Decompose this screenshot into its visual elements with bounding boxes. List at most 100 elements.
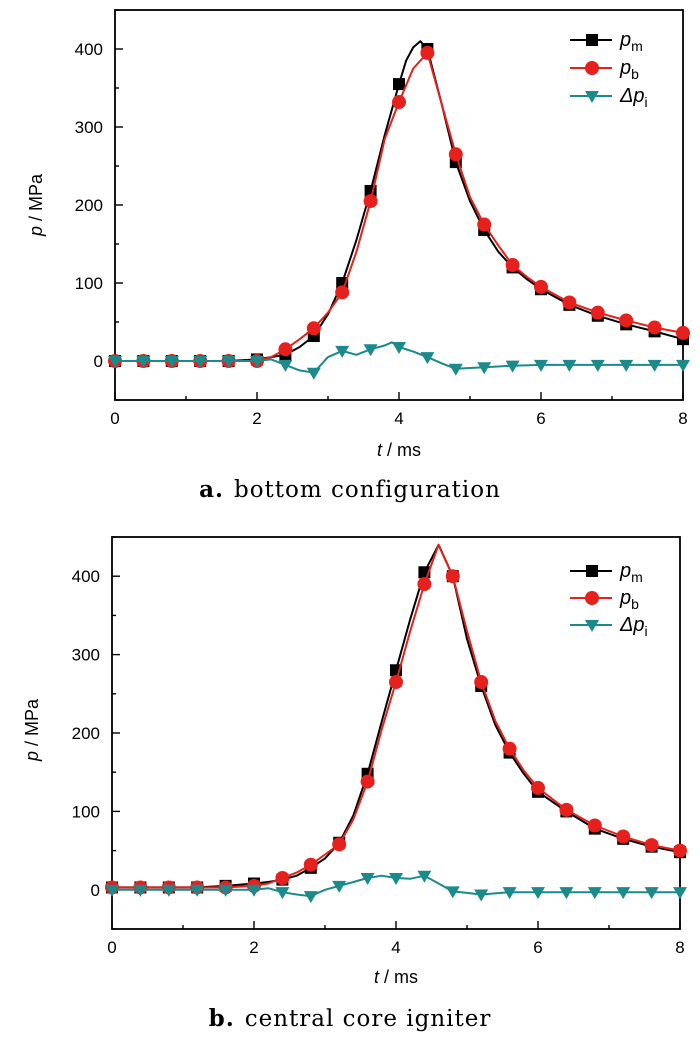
marker-circle-b [587,818,602,833]
panel-b: 0 2 4 6 8 0 100 200 300 400 p / MPa t / ms pm pb … [22,536,687,1032]
series-group-b [105,543,687,904]
marker-circle-a [363,194,378,209]
ylabel-b: p / MPa [22,698,42,762]
marker-triangle-b [616,887,631,900]
marker-circle-b [502,741,517,756]
marker-circle-a [420,45,435,60]
legend-sub-a-dpi: i [645,94,648,110]
svg-text:Δpi: Δpi [619,85,648,110]
marker-triangle-b [218,884,233,897]
legend-item-a-pb: pb [570,57,639,82]
marker-circle-a [619,313,634,328]
series-a-dpi [108,341,690,380]
series-line-a-dpi [115,341,683,374]
axes-a: 0 2 4 6 8 0 100 200 300 400 [75,9,688,428]
legend-item-a-pm: pm [570,29,643,54]
marker-triangle-b [190,884,205,897]
marker-circle-b [445,569,460,584]
caption-b: b. central core igniter [209,1005,492,1032]
x-tick-label-b: 2 [249,938,258,957]
marker-circle-a [306,321,321,336]
marker-triangle-b [389,873,403,886]
xlabel-b: t / ms [374,967,418,987]
marker-triangle-a [534,359,548,372]
marker-triangle-b [332,880,347,893]
marker-triangle-a [221,356,236,368]
x-tick-label-a: 2 [252,409,261,428]
marker-triangle-b [303,891,318,904]
marker-triangle-a [335,345,350,358]
x-tick-label-a: 0 [110,409,119,428]
series-line-b-dpi [112,874,680,898]
marker-circle-a [477,217,492,232]
marker-triangle-b [445,886,460,899]
svg-text:pb: pb [619,57,639,82]
x-tick-label-b: 6 [533,938,542,957]
marker-circle-a [534,279,548,294]
xlabel-var-b: t [374,967,380,987]
marker-circle-a [392,95,406,110]
x-tick-label-a: 8 [678,409,687,428]
x-tick-label-b: 0 [107,938,116,957]
marker-triangle-a [647,359,662,372]
marker-triangle-b [417,870,432,883]
plot-area-a [114,9,684,401]
marker-circle-b [616,829,631,844]
marker-circle-b [275,871,290,886]
caption-letter-b: b. [209,1005,235,1032]
legend-label-b-pb: p [619,587,631,609]
marker-triangle-a [278,359,293,372]
marker-circle-b [417,577,432,592]
y-tick-label-b: 200 [72,724,100,743]
marker-triangle-b [587,887,602,900]
marker-triangle-a [448,363,463,376]
x-tick-label-a: 6 [536,409,545,428]
marker-triangle-b [531,887,545,900]
y-tick-label-b: 400 [72,567,100,586]
caption-text-a: bottom configuration [234,477,501,503]
legend-label-b-dpi: Δp [619,614,645,636]
marker-triangle-a [363,344,378,357]
marker-triangle-a [619,359,634,372]
legend-a: pm pb Δpi [570,29,648,110]
marker-circle-b [644,838,659,853]
marker-circle-b [673,843,687,858]
ylabel-a: p / MPa [26,173,46,237]
y-tick-label-a: 0 [94,352,103,371]
y-tick-label-a: 200 [75,196,103,215]
x-tick-label-b: 4 [391,938,400,957]
marker-triangle-a [250,356,264,368]
caption-letter-a: a. [199,476,224,503]
series-b-dpi [105,870,687,904]
series-group-a [108,40,690,380]
axes-b: 0 2 4 6 8 0 100 200 300 400 [72,536,685,957]
svg-text:pm: pm [619,560,643,585]
marker-triangle-a [562,359,577,372]
svg-text:Δpi: Δpi [619,614,648,639]
marker-circle-b [474,675,489,690]
legend-label-a-dpi: Δp [619,85,645,107]
marker-triangle-b [474,889,489,902]
marker-triangle-a [505,360,520,373]
marker-triangle-a [420,352,435,365]
caption-a: a. bottom configuration [199,476,501,503]
marker-triangle-b [161,884,176,897]
marker-circle-b [360,774,375,789]
marker-circle-a [335,285,350,300]
marker-triangle-a [590,359,605,372]
legend-sub-b-dpi: i [645,623,648,639]
marker-triangle-b [360,873,375,886]
marker-triangle-a [477,362,492,375]
marker-triangle-b [502,887,517,900]
marker-circle-a [590,305,605,320]
legend-item-b-pm: pm [570,560,643,585]
marker-triangle-b [673,887,687,900]
y-tick-label-a: 300 [75,118,103,137]
marker-circle-b [389,675,403,690]
y-tick-label-a: 400 [75,40,103,59]
legend-label-a-pb: p [619,57,631,79]
marker-triangle-b [247,884,261,897]
marker-triangle-b [275,887,290,900]
panel-a: 0 2 4 6 8 0 100 200 300 400 p / MPa t / ms pm pb … [26,9,690,503]
